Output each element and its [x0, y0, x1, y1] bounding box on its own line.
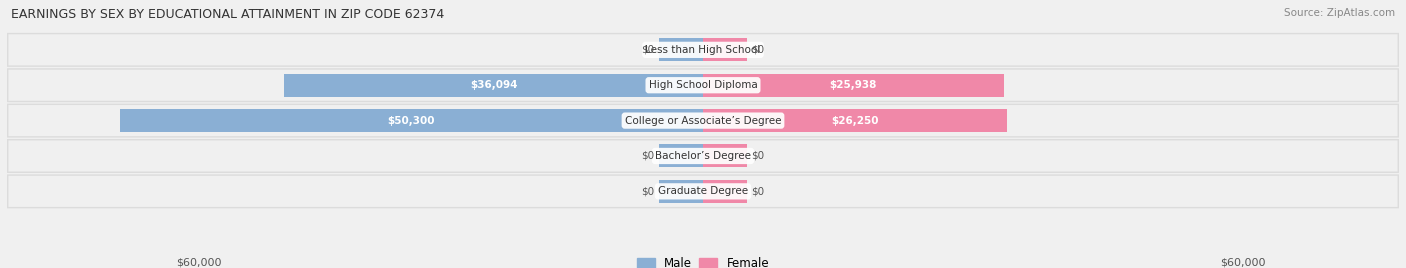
- FancyBboxPatch shape: [7, 33, 1399, 67]
- Text: Graduate Degree: Graduate Degree: [658, 186, 748, 196]
- Text: $0: $0: [641, 151, 655, 161]
- Text: EARNINGS BY SEX BY EDUCATIONAL ATTAINMENT IN ZIP CODE 62374: EARNINGS BY SEX BY EDUCATIONAL ATTAINMEN…: [11, 8, 444, 21]
- Text: $0: $0: [751, 45, 765, 55]
- Text: $60,000: $60,000: [176, 257, 221, 267]
- Text: $36,094: $36,094: [470, 80, 517, 90]
- Bar: [659, 180, 703, 203]
- Bar: [659, 38, 703, 61]
- FancyBboxPatch shape: [8, 105, 1398, 136]
- Bar: [703, 74, 1004, 97]
- Text: $60,000: $60,000: [1220, 257, 1265, 267]
- Text: $50,300: $50,300: [388, 116, 434, 126]
- FancyBboxPatch shape: [8, 140, 1398, 172]
- FancyBboxPatch shape: [7, 174, 1399, 208]
- Bar: [120, 109, 703, 132]
- Text: $0: $0: [751, 151, 765, 161]
- FancyBboxPatch shape: [8, 70, 1398, 101]
- FancyBboxPatch shape: [7, 68, 1399, 102]
- Bar: [659, 144, 703, 168]
- Text: Bachelor’s Degree: Bachelor’s Degree: [655, 151, 751, 161]
- Text: $25,938: $25,938: [830, 80, 877, 90]
- Bar: [284, 74, 703, 97]
- Text: $0: $0: [751, 186, 765, 196]
- FancyBboxPatch shape: [8, 176, 1398, 207]
- Text: High School Diploma: High School Diploma: [648, 80, 758, 90]
- Bar: [703, 109, 1008, 132]
- Bar: [703, 38, 747, 61]
- Bar: [703, 144, 747, 168]
- FancyBboxPatch shape: [7, 139, 1399, 173]
- Text: $0: $0: [641, 186, 655, 196]
- Text: College or Associate’s Degree: College or Associate’s Degree: [624, 116, 782, 126]
- Text: Less than High School: Less than High School: [645, 45, 761, 55]
- Text: $0: $0: [641, 45, 655, 55]
- Text: $26,250: $26,250: [831, 116, 879, 126]
- FancyBboxPatch shape: [7, 104, 1399, 137]
- FancyBboxPatch shape: [8, 34, 1398, 65]
- Bar: [703, 180, 747, 203]
- Text: Source: ZipAtlas.com: Source: ZipAtlas.com: [1284, 8, 1395, 18]
- Legend: Male, Female: Male, Female: [637, 257, 769, 268]
